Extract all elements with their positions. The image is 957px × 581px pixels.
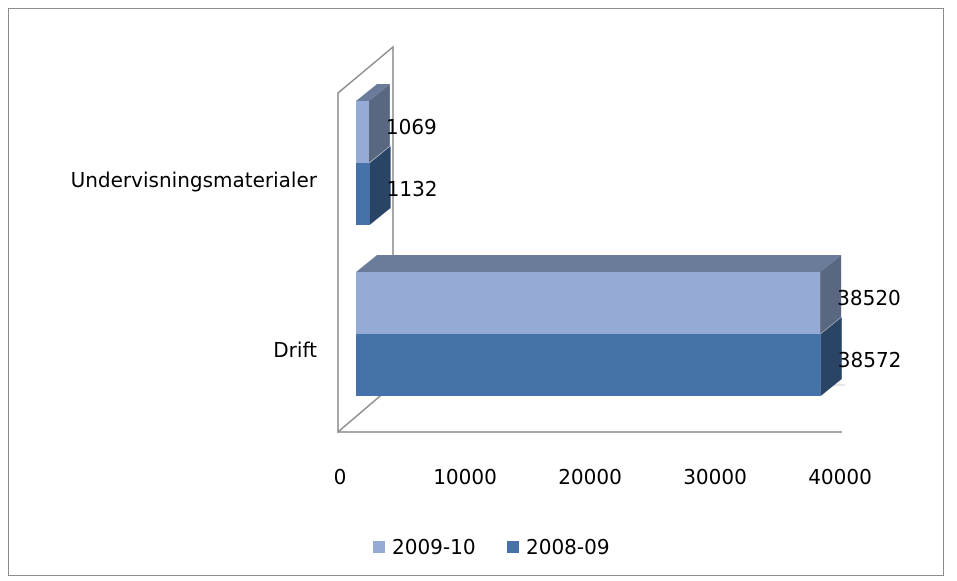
- bar-front: [356, 163, 370, 225]
- x-tick-label: 0: [334, 465, 347, 489]
- legend-label: 2009-10: [392, 535, 476, 559]
- bar-side: [820, 255, 842, 334]
- legend-swatch: [507, 541, 519, 553]
- x-tick-label: 10000: [433, 465, 497, 489]
- bar-2009-10-Drift: [356, 255, 842, 334]
- bar-front: [356, 334, 821, 396]
- labels-layer: 1069 1132 38520 38572: [386, 115, 902, 372]
- x-tick-label: 20000: [558, 465, 622, 489]
- data-label: 1069: [386, 115, 437, 139]
- x-tick-label: 30000: [683, 465, 747, 489]
- bar-front: [356, 272, 821, 334]
- bar-top: [356, 255, 842, 272]
- data-label: 38572: [838, 348, 902, 372]
- category-label: Drift: [273, 338, 317, 362]
- bars-layer: [356, 84, 842, 396]
- legend-label: 2008-09: [526, 535, 610, 559]
- legend-entry: 2009-10: [373, 535, 476, 559]
- data-label: 1132: [387, 177, 438, 201]
- x-tick-label: 40000: [808, 465, 872, 489]
- bar-front: [356, 101, 369, 163]
- axis-layer: Undervisningsmaterialer Drift 0 10000 20000 3…: [71, 168, 872, 489]
- bar-top: [356, 84, 390, 101]
- bar-2008-09-Drift: [356, 317, 842, 396]
- bar-2009-10-Undervisningsmaterialer: [356, 84, 390, 163]
- legend-entry: 2008-09: [507, 535, 610, 559]
- bar-side: [369, 146, 391, 225]
- data-label: 38520: [837, 286, 901, 310]
- bar-2008-09-Undervisningsmaterialer: [356, 146, 391, 225]
- legend-swatch: [373, 541, 385, 553]
- bar-side: [368, 84, 390, 163]
- category-label: Undervisningsmaterialer: [71, 168, 318, 192]
- bar-side: [820, 317, 842, 396]
- legend: 2009-10 2008-09: [373, 535, 610, 559]
